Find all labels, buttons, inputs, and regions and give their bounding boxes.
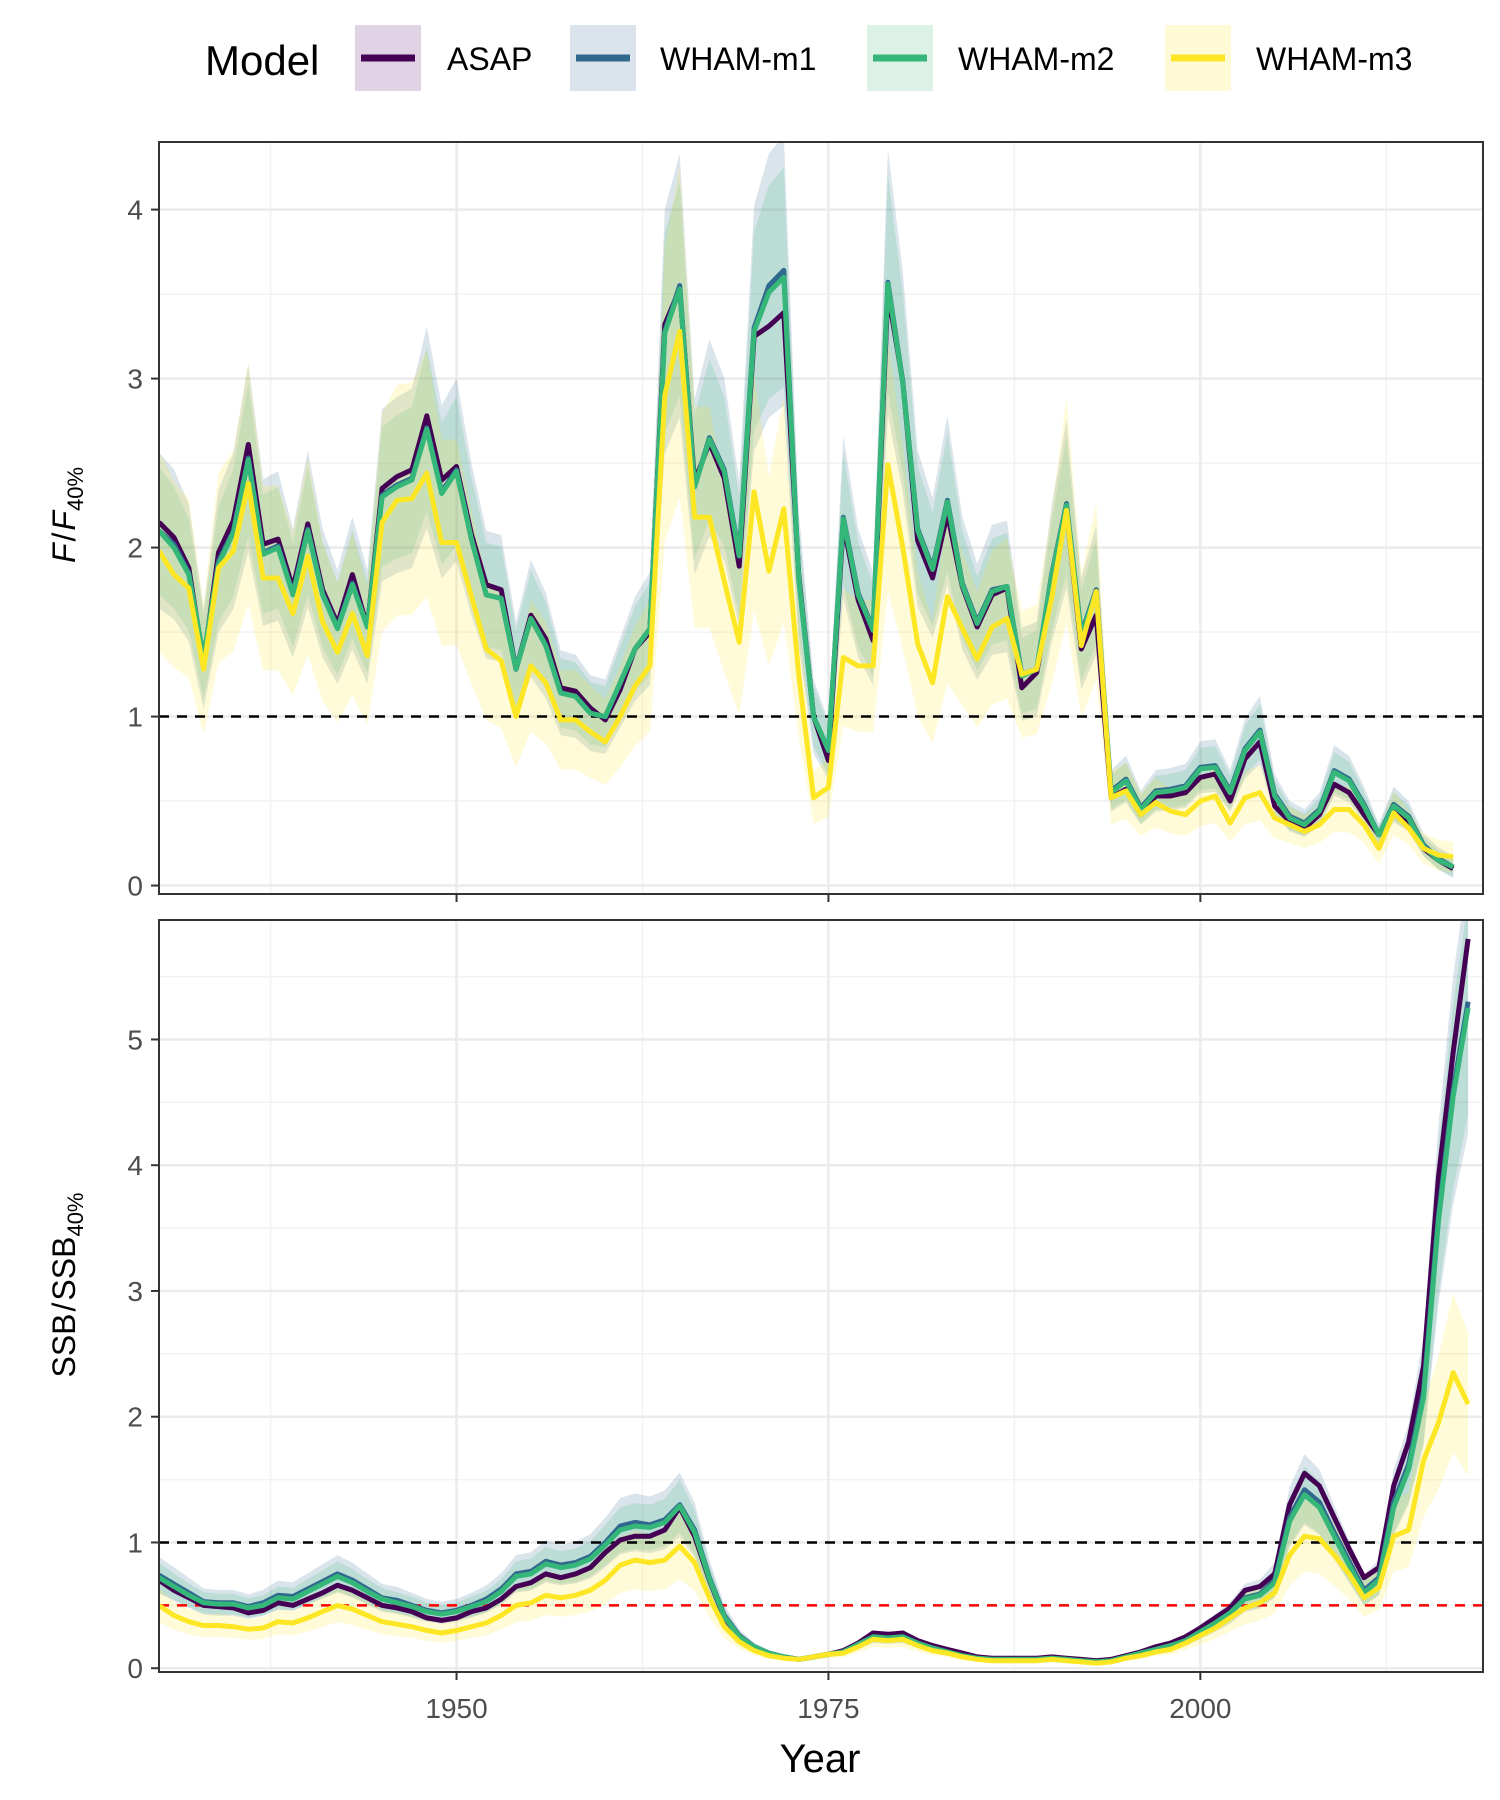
y-title-top-main: F <box>46 541 82 563</box>
y-tick-label: 1 <box>127 702 143 733</box>
legend-label-wham-m3: WHAM-m3 <box>1256 41 1412 77</box>
y-title-bottom-slash: / <box>46 1302 82 1311</box>
y-tick-label: 0 <box>127 871 143 902</box>
x-tick-label: 2000 <box>1169 1693 1231 1724</box>
y-tick-label: 4 <box>127 1150 143 1181</box>
series-line-wham-m3 <box>159 1370 1471 1666</box>
y-title-bottom-sub: 40% <box>63 1193 88 1237</box>
panel-border-top <box>158 141 1484 895</box>
panel-f-ratio: 0 1 2 3 4 <box>127 141 1484 902</box>
panel-ssb-ratio: 0 1 2 3 4 5 1950 1975 2000 <box>127 919 1484 1724</box>
y-tick-label: 3 <box>127 1276 143 1307</box>
y-title-bottom-main: SSB <box>46 1313 82 1377</box>
legend-label-wham-m1: WHAM-m1 <box>660 41 816 77</box>
series-line-wham-m3 <box>159 328 1454 860</box>
y-tick-label: 0 <box>127 1653 143 1684</box>
y-tick-label: 3 <box>127 364 143 395</box>
legend-label-asap: ASAP <box>447 41 532 77</box>
y-title-bottom-denom: SSB <box>46 1237 82 1301</box>
plot-area-top <box>159 142 1483 879</box>
y-axis-title-bottom: SSB/SSB40% <box>46 1193 88 1378</box>
panel-bg-bottom <box>159 920 1483 1672</box>
y-tick-label: 2 <box>127 533 143 564</box>
x-tick-label: 1950 <box>425 1693 487 1724</box>
legend: Model ASAP WHAM-m1 WHAM-m2 WHAM-m3 <box>205 25 1412 91</box>
y-title-top-denom: F <box>46 509 82 531</box>
y-tick-label: 1 <box>127 1527 143 1558</box>
series-line-wham-m2 <box>159 274 1455 870</box>
x-tick-label: 1975 <box>797 1693 859 1724</box>
panel-border-bottom <box>158 919 1484 1673</box>
x-axis-title: Year <box>780 1737 861 1781</box>
y-axis-title-top: F/F40% <box>46 467 88 563</box>
band-wham-m3 <box>159 165 1454 872</box>
band-wham-m3 <box>159 1292 1469 1665</box>
y-title-top-slash: / <box>46 532 82 541</box>
legend-label-wham-m2: WHAM-m2 <box>958 41 1114 77</box>
legend-title: Model <box>205 37 319 84</box>
y-tick-label: 5 <box>127 1024 143 1055</box>
plot-area-bottom <box>159 920 1483 1666</box>
y-tick-label: 4 <box>127 195 143 226</box>
band-wham-m1 <box>159 920 1469 1664</box>
y-tick-label: 2 <box>127 1402 143 1433</box>
band-wham-m2 <box>159 920 1469 1663</box>
y-title-top-sub: 40% <box>63 467 88 511</box>
